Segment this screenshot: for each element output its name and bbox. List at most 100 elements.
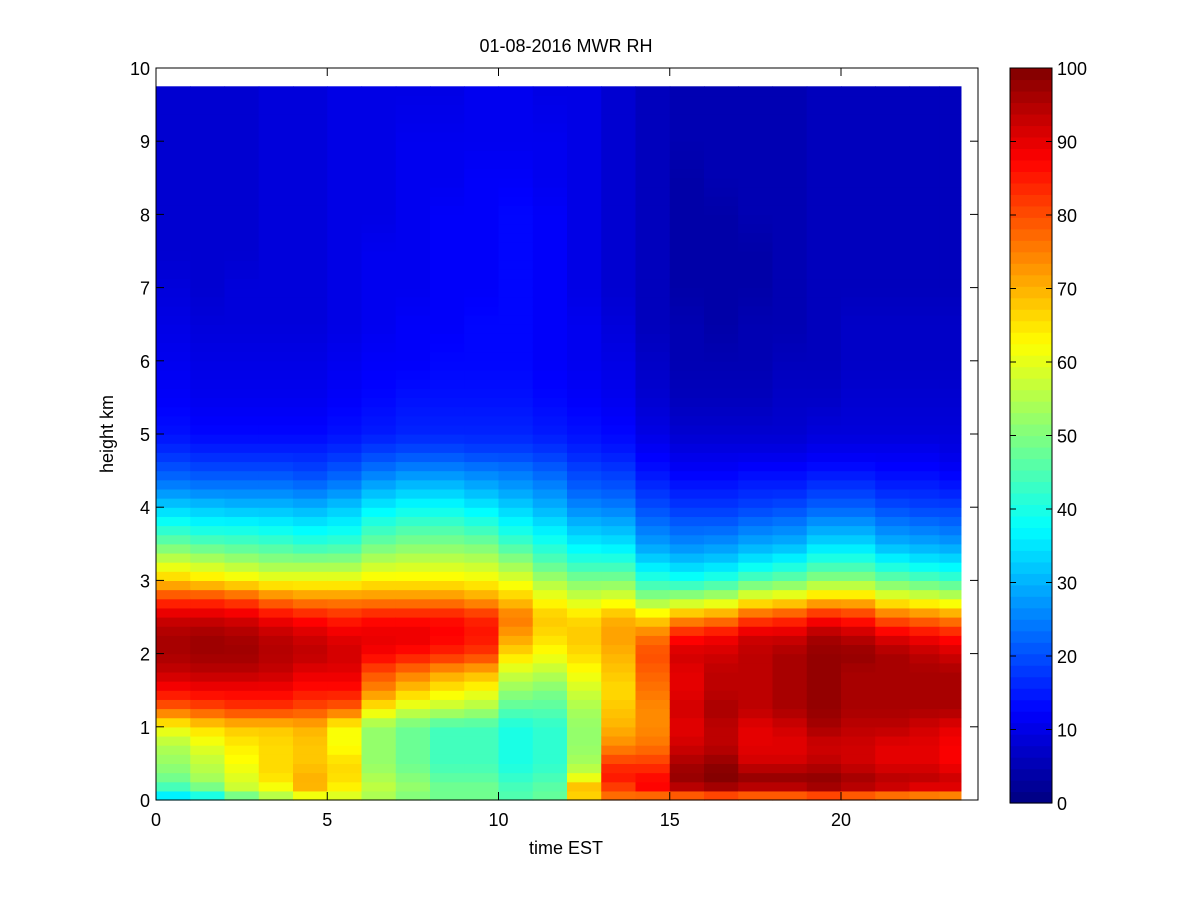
heatmap-cell [224, 507, 260, 517]
colorbar-segment [1010, 757, 1052, 770]
heatmap-cell [806, 461, 842, 472]
heatmap-cell [293, 745, 328, 755]
heatmap-cell [258, 214, 294, 225]
heatmap-cell [395, 479, 431, 490]
heatmap-cell [464, 260, 500, 270]
heatmap-cell [738, 186, 774, 197]
heatmap-cell [567, 369, 602, 380]
heatmap-cell [361, 589, 397, 600]
heatmap-cell [875, 635, 911, 646]
heatmap-cell [190, 772, 226, 783]
heatmap-cell [224, 315, 260, 325]
heatmap-cell [806, 324, 842, 334]
heatmap-cell [361, 159, 397, 170]
heatmap-cell [841, 424, 876, 435]
heatmap-cell [430, 589, 465, 600]
heatmap-cell [772, 232, 808, 243]
colorbar-tick-label: 100 [1057, 59, 1087, 79]
heatmap-cell [532, 251, 568, 261]
heatmap-cell [190, 781, 226, 792]
x-tick-label: 10 [488, 810, 508, 830]
heatmap-cell [875, 315, 911, 325]
heatmap-cell [430, 781, 465, 792]
heatmap-cell [327, 315, 363, 325]
heatmap-cell [293, 86, 328, 97]
heatmap-cell [841, 379, 876, 389]
heatmap-cell [224, 699, 260, 710]
heatmap-cell [293, 241, 328, 252]
heatmap-cell [293, 214, 328, 225]
heatmap-cell [156, 681, 191, 691]
heatmap-cell [293, 122, 328, 133]
heatmap-cell [327, 296, 363, 307]
heatmap-cell [293, 534, 328, 545]
heatmap-cell [190, 305, 226, 316]
heatmap-cell [875, 461, 911, 472]
heatmap-cell [939, 232, 962, 243]
heatmap-cell [190, 406, 226, 417]
heatmap-cell [567, 681, 602, 691]
heatmap-cell [498, 122, 534, 133]
heatmap-cell [806, 525, 842, 536]
heatmap-cell [395, 241, 431, 252]
heatmap-cell [875, 653, 911, 664]
heatmap-cell [258, 159, 294, 170]
heatmap-cell [464, 635, 500, 646]
heatmap-cell [430, 196, 465, 206]
heatmap-cell [841, 644, 876, 655]
heatmap-cell [430, 141, 465, 151]
heatmap-cell [395, 562, 431, 572]
y-axis-label: height km [97, 395, 117, 473]
heatmap-cell [738, 122, 774, 133]
heatmap-cell [772, 113, 808, 124]
heatmap-cell [498, 488, 534, 499]
heatmap-cell [430, 379, 465, 389]
heatmap-cell [498, 525, 534, 536]
heatmap-cell [395, 580, 431, 591]
heatmap-cell [939, 671, 962, 682]
heatmap-cell [806, 214, 842, 225]
heatmap-cell [224, 479, 260, 490]
heatmap-cell [567, 278, 602, 289]
heatmap-cell [772, 635, 808, 646]
heatmap-cell [601, 113, 637, 124]
heatmap-cell [635, 488, 671, 499]
heatmap-cell [635, 369, 671, 380]
heatmap-cell [738, 177, 774, 188]
heatmap-cell [601, 626, 637, 636]
heatmap-cell [841, 369, 876, 380]
heatmap-cell [738, 86, 774, 97]
heatmap-cell [601, 470, 637, 481]
heatmap-cell [293, 397, 328, 408]
heatmap-cell [669, 177, 705, 188]
heatmap-cell [635, 699, 671, 710]
heatmap-cell [464, 488, 500, 499]
heatmap-cell [361, 333, 397, 344]
heatmap-cell [875, 168, 911, 179]
heatmap-cell [738, 690, 774, 700]
heatmap-cell [601, 177, 637, 188]
heatmap-cell [156, 571, 191, 581]
heatmap-cell [704, 534, 739, 545]
heatmap-cell [806, 406, 842, 417]
heatmap-cell [601, 708, 637, 719]
heatmap-cell [395, 781, 431, 792]
heatmap-cell [875, 763, 911, 774]
heatmap-cell [430, 132, 465, 142]
heatmap-cell [464, 342, 500, 353]
heatmap-cell [738, 681, 774, 691]
heatmap-cell [190, 122, 226, 133]
heatmap-cell [738, 507, 774, 517]
heatmap-cell [190, 287, 226, 298]
heatmap-cell [464, 552, 500, 563]
heatmap-cell [258, 790, 294, 801]
heatmap-cell [498, 369, 534, 380]
heatmap-cell [875, 525, 911, 536]
heatmap-cell [532, 690, 568, 700]
heatmap-cell [395, 470, 431, 481]
heatmap-cell [327, 86, 363, 97]
heatmap-cell [498, 617, 534, 627]
heatmap-cell [601, 296, 637, 307]
heatmap-cell [430, 159, 465, 170]
heatmap-cell [875, 626, 911, 636]
